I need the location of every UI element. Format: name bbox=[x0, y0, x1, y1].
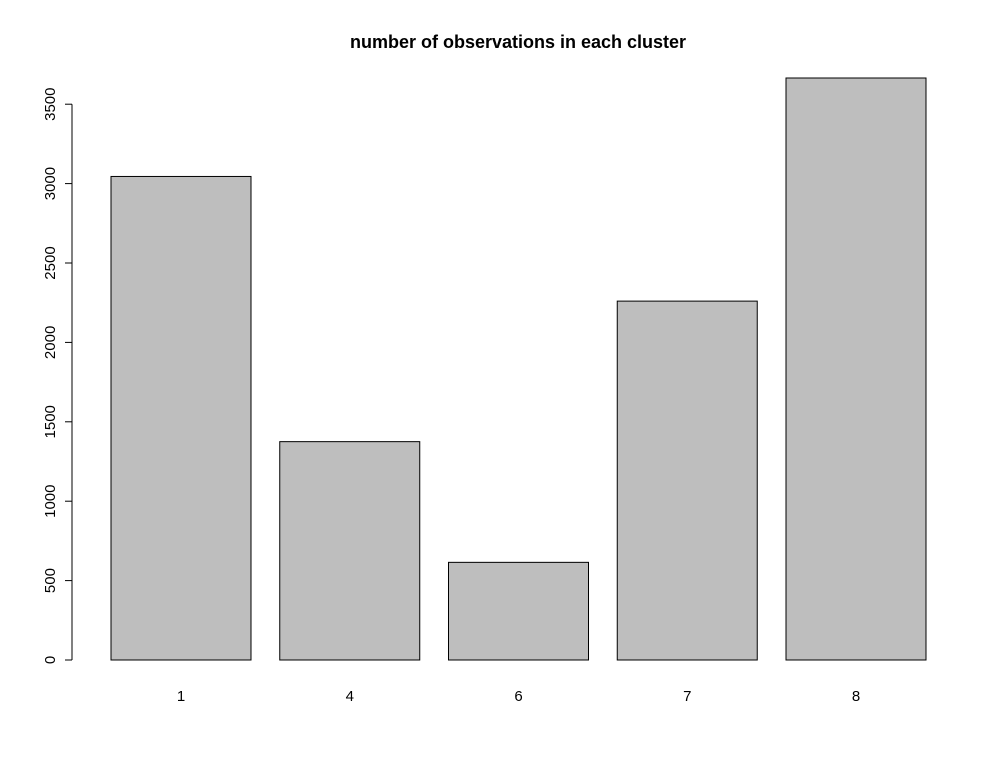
y-axis: 0 500 1000 1500 2000 2500 3000 3500 bbox=[42, 88, 73, 664]
bar-cluster-4 bbox=[279, 441, 421, 661]
y-tick-label-0: 0 bbox=[42, 656, 59, 664]
chart-title: number of observations in each cluster bbox=[350, 32, 686, 52]
y-tick-label-500: 500 bbox=[42, 568, 59, 593]
bar-cluster-6 bbox=[448, 561, 589, 661]
x-tick-label-1: 1 bbox=[177, 688, 185, 705]
y-tick-label-2500: 2500 bbox=[42, 246, 59, 279]
y-tick-label-1500: 1500 bbox=[42, 405, 59, 438]
x-tick-label-4: 4 bbox=[346, 688, 354, 705]
x-tick-label-7: 7 bbox=[683, 688, 691, 705]
bars-layer bbox=[110, 77, 927, 661]
x-tick-label-6: 6 bbox=[514, 688, 522, 705]
bar-cluster-1 bbox=[110, 175, 252, 661]
x-tick-label-8: 8 bbox=[852, 688, 860, 705]
y-tick-label-1000: 1000 bbox=[42, 485, 59, 518]
y-tick-label-3500: 3500 bbox=[42, 88, 59, 121]
bar-cluster-8 bbox=[785, 77, 927, 661]
y-tick-label-3000: 3000 bbox=[42, 167, 59, 200]
y-tick-label-2000: 2000 bbox=[42, 326, 59, 359]
bar-cluster-7 bbox=[616, 300, 758, 661]
x-axis: 1 4 6 7 8 bbox=[177, 688, 860, 705]
